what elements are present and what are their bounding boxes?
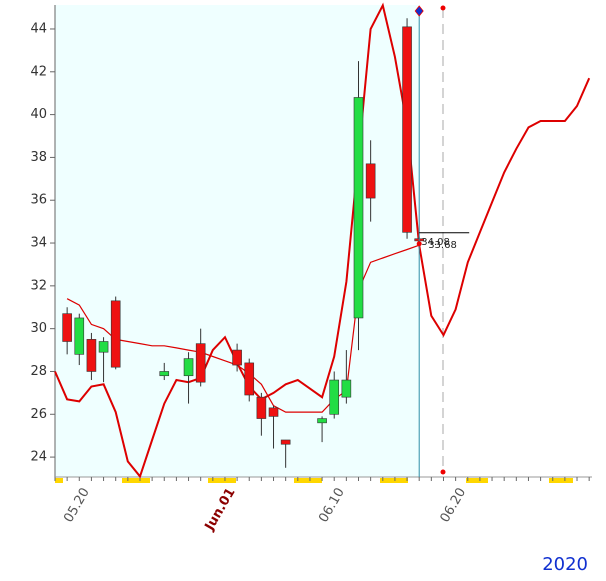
candle-body: [86, 339, 97, 372]
y-tick-label: 36: [30, 193, 47, 208]
price-label: 34.08: [421, 237, 450, 248]
history-background: [55, 5, 419, 477]
current-marker: [414, 5, 424, 17]
y-tick-label: 26: [30, 407, 47, 422]
candle-body: [365, 163, 376, 199]
candle-body: [244, 362, 255, 396]
candle-body: [353, 97, 364, 319]
y-tick-label: 24: [30, 450, 47, 465]
axis-strip: [55, 478, 573, 483]
candle-body: [159, 371, 170, 377]
y-tick-label: 30: [30, 321, 47, 336]
cursor-marker: [440, 5, 446, 11]
year-label: 2020: [542, 554, 588, 575]
candle-body: [62, 313, 72, 342]
candle-body: [341, 379, 352, 398]
y-tick-label: 44: [30, 21, 47, 36]
candle-body: [183, 358, 194, 377]
candle-body: [329, 379, 340, 415]
candle-body: [74, 317, 85, 355]
x-tick-label: 06.20: [438, 486, 470, 526]
y-tick-label: 28: [30, 364, 47, 379]
candle-body: [317, 418, 327, 424]
y-tick-label: 40: [30, 107, 47, 122]
price-dot: [416, 241, 422, 247]
price-label: 33.68: [428, 240, 457, 251]
y-tick-label: 38: [30, 150, 47, 165]
x-tick-label: 05.20: [61, 486, 93, 526]
candle-body: [402, 26, 412, 233]
y-tick-label: 32: [30, 278, 47, 293]
y-tick-label: 42: [30, 64, 47, 79]
candle-body: [268, 407, 279, 417]
candle-body: [256, 396, 267, 419]
candle-body: [280, 439, 291, 445]
y-tick-label: 34: [30, 236, 47, 251]
candle-body: [98, 341, 109, 353]
cursor-marker: [440, 469, 446, 475]
x-tick-label: Jun.01: [202, 486, 239, 535]
x-tick-label: 06.10: [316, 486, 348, 526]
candle-body: [195, 343, 206, 383]
candle-body: [110, 300, 121, 368]
indicator-line: [54, 2, 591, 479]
candle-body: [232, 349, 242, 366]
